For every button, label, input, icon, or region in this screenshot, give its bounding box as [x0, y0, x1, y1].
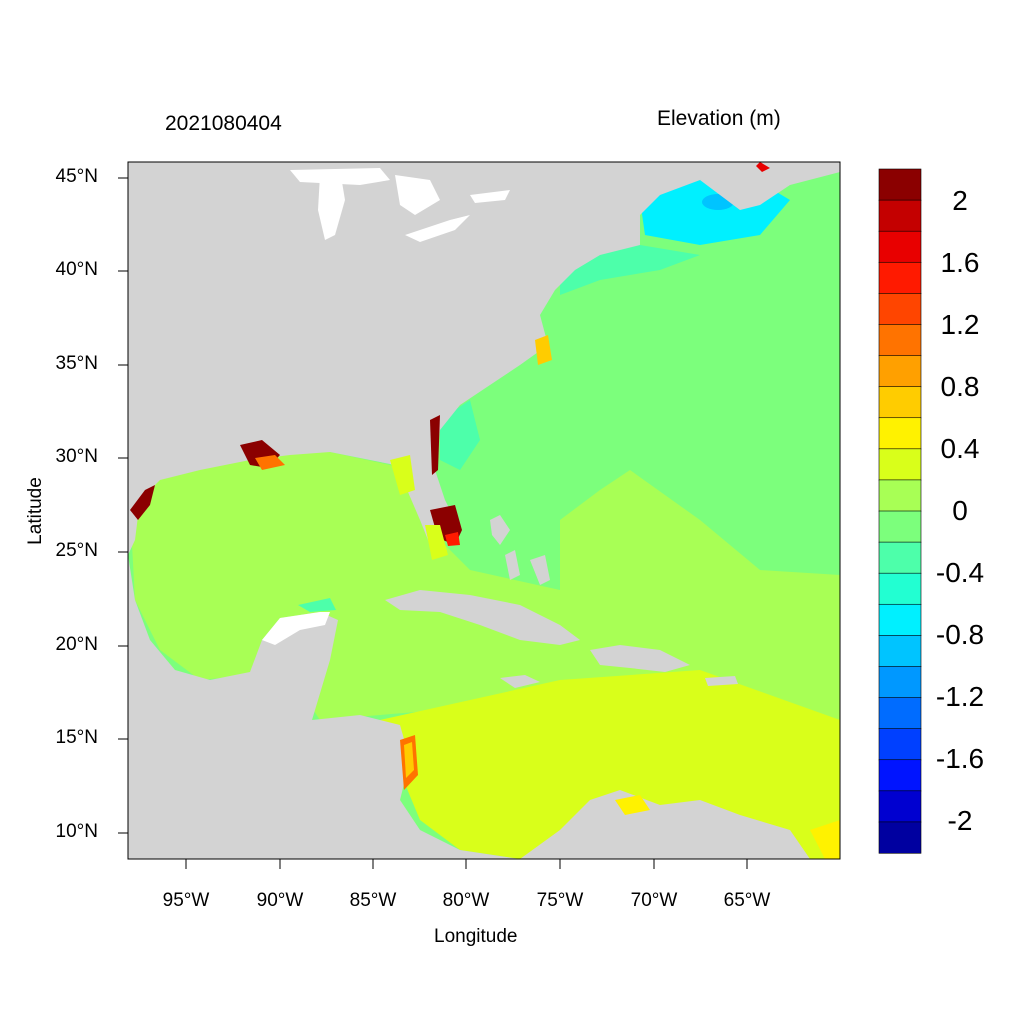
nova-scotia-land: [700, 162, 840, 210]
cuba-land: [385, 590, 580, 645]
colorbar-label: 0.4: [940, 433, 980, 464]
campeche-bank-water: [298, 598, 336, 612]
colorbar-label: 1.2: [940, 309, 980, 340]
x-tick-label: 70°W: [630, 890, 678, 911]
north-america-land: [128, 162, 760, 555]
y-axis-title: Latitude: [25, 477, 46, 545]
colorbar-swatch: [878, 510, 922, 543]
colorbar-swatch: [878, 386, 922, 419]
colorbar-label: -0.8: [935, 619, 985, 650]
jamaica-land: [500, 675, 540, 688]
plot-frame: [127, 161, 841, 860]
lake-michigan: [318, 170, 345, 240]
x-tick-label: 85°W: [349, 890, 397, 911]
gulf-of-paria-water: [810, 820, 840, 859]
mexico-central-america-land: [128, 555, 520, 859]
y-tick-label: 30°N: [55, 446, 98, 467]
bahamas-land-3: [530, 555, 550, 585]
colorbar-swatch: [878, 355, 922, 388]
south-florida-surge-core: [445, 532, 460, 546]
bahamas-land-2: [505, 550, 520, 580]
colorbar-label: 2: [952, 185, 968, 216]
colorbar-label: -2: [947, 805, 973, 836]
louisiana-surge-edge: [255, 455, 285, 470]
map-area: [128, 162, 840, 859]
date-label: 2021080404: [165, 112, 282, 135]
x-tick-label: 65°W: [723, 890, 771, 911]
yucatan-coast: [262, 612, 330, 645]
honduras-surge-inner: [404, 742, 414, 778]
y-tick-label: 40°N: [55, 259, 98, 280]
texas-surge: [130, 485, 155, 520]
colorbar-label: 1.6: [940, 247, 980, 278]
lake-erie: [405, 215, 470, 242]
colorbar-swatch: [878, 603, 922, 636]
puerto-rico-land: [705, 676, 738, 686]
y-tick-label: 15°N: [55, 727, 98, 748]
colorbar-label: -0.4: [935, 557, 985, 588]
lake-superior: [290, 168, 390, 185]
x-axis-title: Longitude: [434, 926, 518, 947]
nova-scotia-surge: [756, 162, 770, 172]
colorbar-label: 0: [952, 495, 968, 526]
colorbar-swatch: [878, 728, 922, 761]
colorbar-label: -1.2: [935, 681, 985, 712]
colorbar: [878, 168, 922, 854]
colorbar-swatch: [878, 697, 922, 730]
pamlico-sound-surge: [535, 335, 552, 365]
x-tick-marks: [185, 859, 748, 869]
venezuela-water: [615, 795, 650, 815]
y-tick-label: 20°N: [55, 634, 98, 655]
colorbar-swatch: [878, 479, 922, 512]
colorbar-swatch: [878, 293, 922, 326]
big-bend-water: [390, 455, 415, 495]
variable-label: Elevation (m): [657, 107, 781, 130]
y-tick-label: 45°N: [55, 166, 98, 187]
lake-ontario: [470, 190, 510, 203]
colorbar-label: -1.6: [935, 743, 985, 774]
colorbar-swatch: [878, 230, 922, 263]
colorbar-swatch: [878, 261, 922, 294]
y-tick-label: 25°N: [55, 540, 98, 561]
x-tick-label: 90°W: [256, 890, 304, 911]
colorbar-swatch: [878, 417, 922, 450]
colorbar-swatch: [878, 448, 922, 481]
x-tick-label: 95°W: [162, 890, 210, 911]
colorbar-swatch: [878, 790, 922, 823]
colorbar-swatch: [878, 541, 922, 574]
x-tick-label: 75°W: [536, 890, 584, 911]
florida-bay-water: [425, 525, 448, 560]
lake-huron: [395, 175, 440, 215]
south-america-land: [520, 790, 810, 859]
colorbar-swatch: [878, 199, 922, 232]
hispaniola-land: [590, 645, 690, 672]
x-tick-label: 80°W: [442, 890, 490, 911]
colorbar-swatch: [878, 821, 922, 854]
colorbar-label: 0.8: [940, 371, 980, 402]
bahamas-land: [490, 515, 510, 545]
gulf-of-mexico: [128, 448, 560, 720]
y-tick-marks: [118, 177, 128, 834]
georgia-surge: [430, 415, 440, 475]
y-tick-label: 10°N: [55, 821, 98, 842]
y-tick-label: 35°N: [55, 353, 98, 374]
colorbar-swatch: [878, 324, 922, 357]
colorbar-swatch: [878, 168, 922, 201]
